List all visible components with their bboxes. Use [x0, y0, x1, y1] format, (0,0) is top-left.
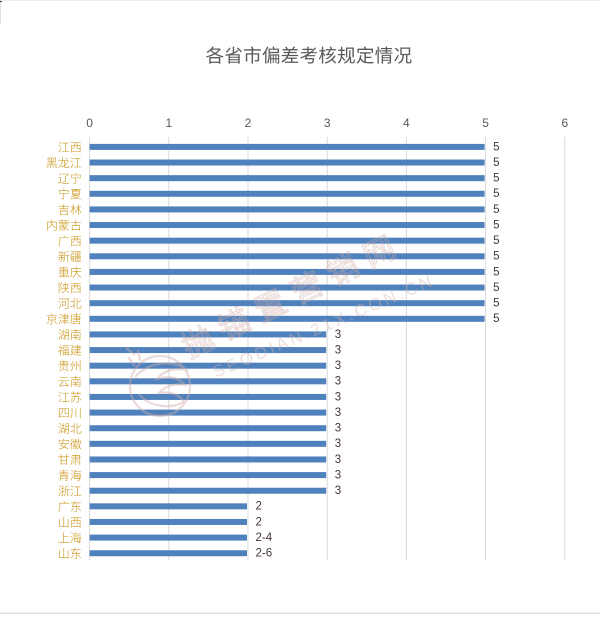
svg-text:6: 6 — [561, 116, 568, 130]
svg-text:5: 5 — [493, 204, 499, 216]
svg-text:1: 1 — [165, 116, 172, 130]
svg-text:3: 3 — [335, 329, 341, 341]
svg-text:2: 2 — [245, 116, 252, 130]
svg-text:3: 3 — [335, 376, 341, 388]
svg-text:3: 3 — [335, 360, 341, 372]
svg-text:5: 5 — [493, 157, 499, 169]
svg-text:5: 5 — [493, 251, 499, 263]
svg-text:3: 3 — [335, 423, 341, 435]
svg-text:5: 5 — [493, 266, 499, 278]
svg-text:2: 2 — [256, 516, 262, 528]
svg-text:5: 5 — [493, 188, 499, 200]
svg-text:4: 4 — [403, 116, 410, 130]
svg-text:5: 5 — [493, 313, 499, 325]
svg-text:5: 5 — [493, 173, 499, 185]
svg-text:5: 5 — [493, 219, 499, 231]
svg-text:5: 5 — [493, 235, 499, 247]
svg-text:3: 3 — [335, 485, 341, 497]
svg-text:2: 2 — [256, 501, 262, 513]
svg-text:3: 3 — [335, 407, 341, 419]
svg-text:5: 5 — [482, 116, 489, 130]
svg-text:2-6: 2-6 — [256, 548, 273, 560]
svg-text:5: 5 — [493, 298, 499, 310]
svg-text:3: 3 — [335, 438, 341, 450]
svg-text:3: 3 — [335, 454, 341, 466]
svg-text:3: 3 — [335, 391, 341, 403]
svg-text:3: 3 — [335, 344, 341, 356]
svg-text:3: 3 — [335, 469, 341, 481]
svg-text:3: 3 — [324, 116, 331, 130]
svg-text:5: 5 — [493, 141, 499, 153]
svg-text:2-4: 2-4 — [256, 532, 273, 544]
svg-text:5: 5 — [493, 282, 499, 294]
svg-text:0: 0 — [86, 116, 93, 130]
